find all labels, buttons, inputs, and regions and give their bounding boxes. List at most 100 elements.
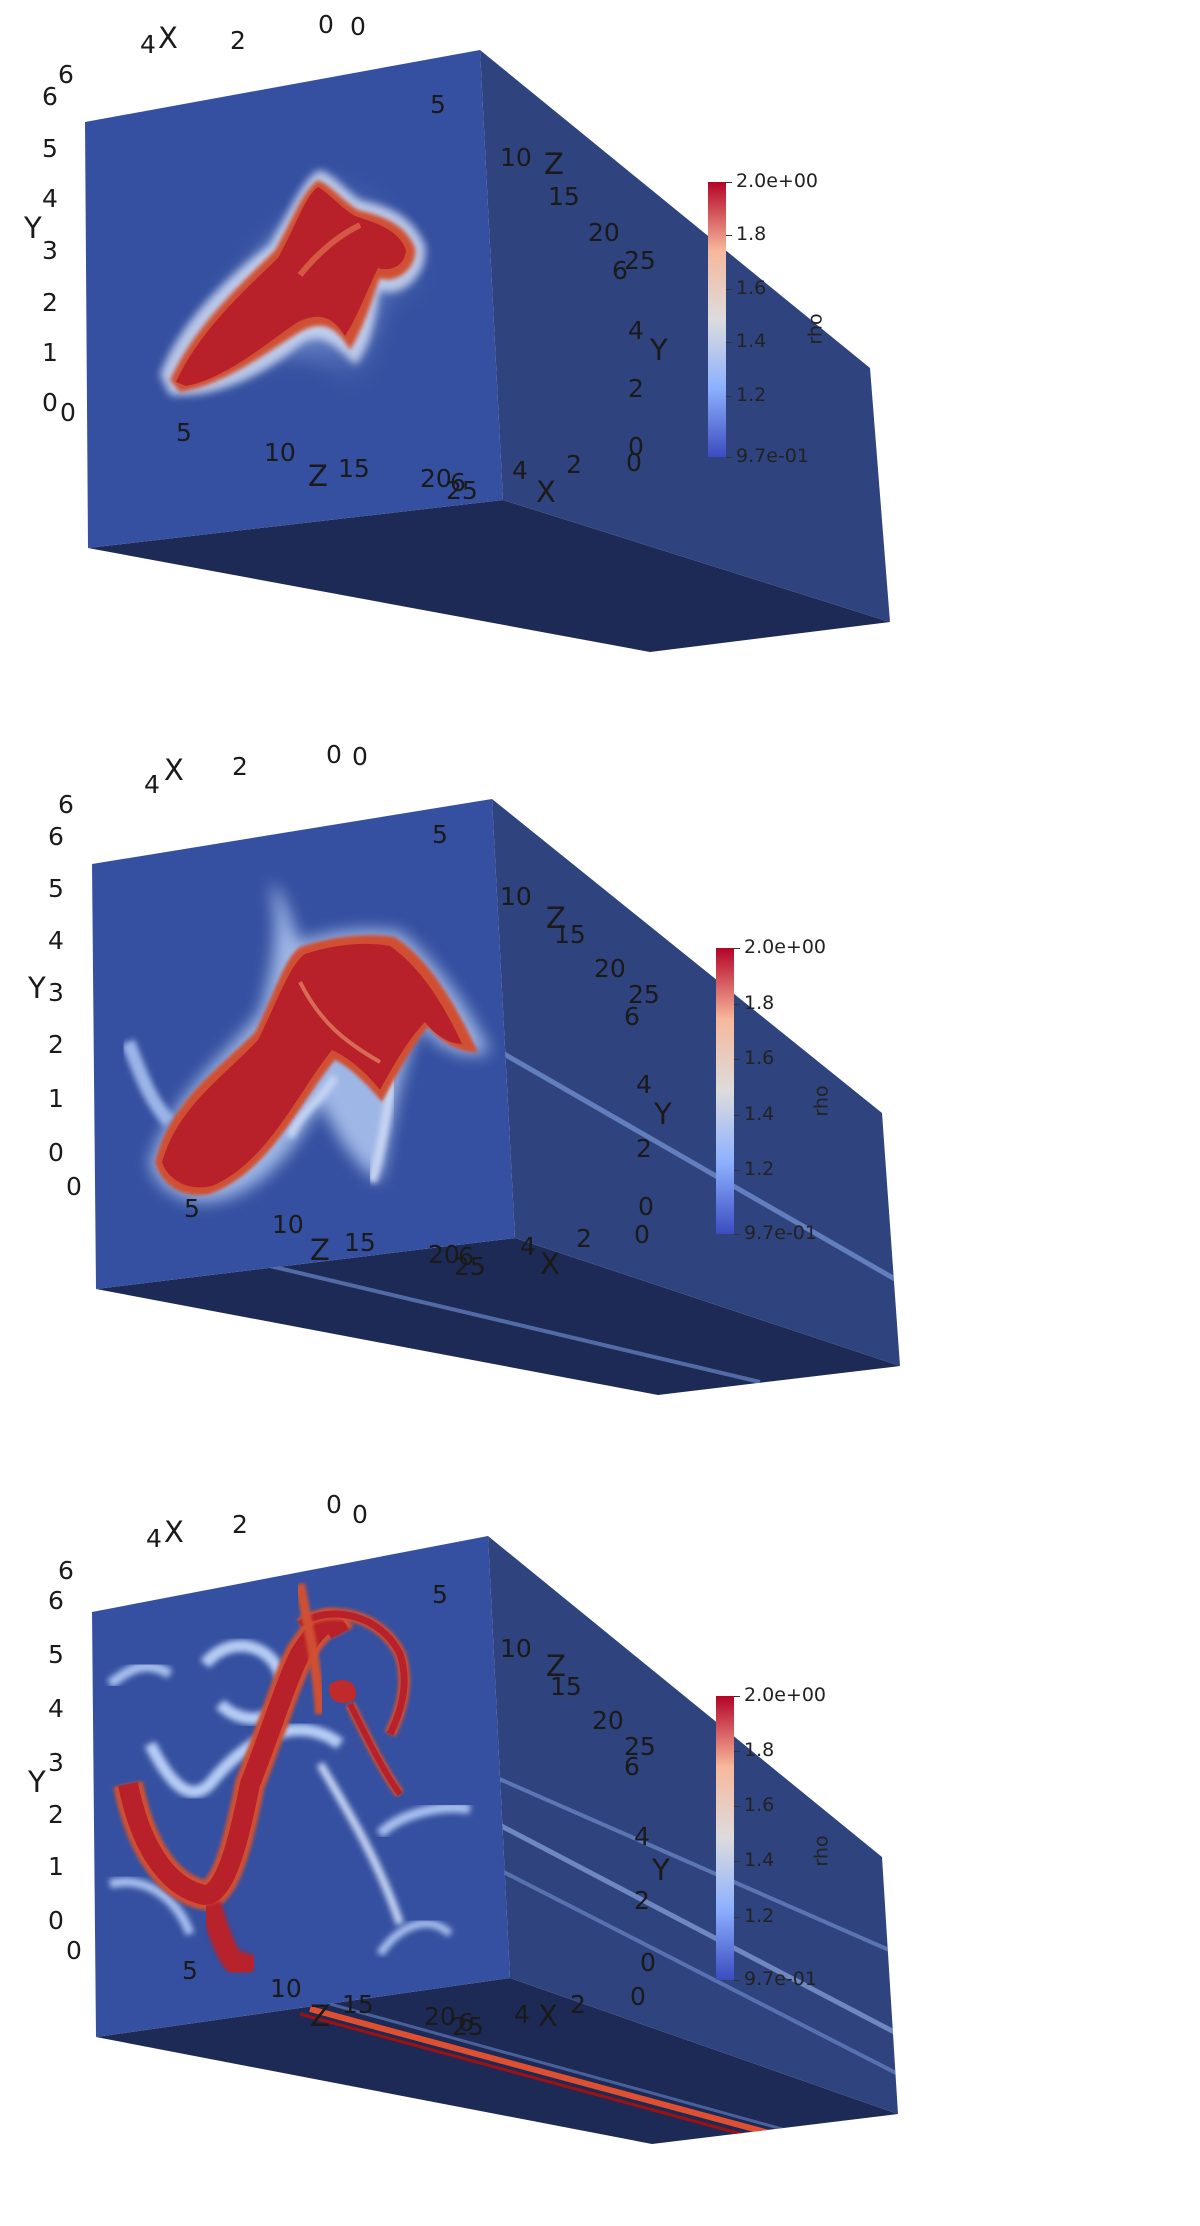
front-x-tick-label: 0 — [326, 1490, 342, 1519]
front-y-tick-label: 4 — [42, 184, 58, 213]
colorbar-min-label: 9.7e-01 — [744, 1968, 817, 1990]
x-axis-title: X — [164, 1515, 184, 1549]
colorbar-max-label-mark — [734, 1696, 740, 1697]
colorbar-tick-label-mark — [726, 235, 732, 237]
box-side-face — [488, 1536, 898, 2114]
box-bottom-face — [88, 500, 890, 652]
top-z-tick-label: 15 — [550, 1672, 582, 1701]
colorbar-tick-label: 1.4 — [744, 1849, 775, 1872]
x-axis-title: X — [164, 753, 184, 787]
colorbar-min-label-mark — [734, 1980, 740, 1981]
bottom-z-tick-label: 25 — [454, 1252, 486, 1281]
x-axis-title: X — [540, 1247, 560, 1281]
colorbar-max-label: 2.0e+00 — [744, 1684, 827, 1706]
colorbar-min-label: 9.7e-01 — [736, 445, 809, 467]
colorbar-tick-label: 1.8 — [744, 991, 775, 1014]
x-axis-title: X — [158, 21, 178, 55]
box-side-face — [480, 50, 890, 622]
front-y-tick-label: 0 — [48, 1906, 64, 1935]
front-y-tick-label: 0 — [48, 1138, 64, 1167]
top-z-tick-label: 5 — [432, 1580, 448, 1609]
x-axis-title: X — [538, 1999, 558, 2033]
top-z-tick-label: 25 — [624, 246, 656, 275]
colorbar-tick-label-mark — [734, 1170, 740, 1172]
back-x-tick-label: 0 — [634, 1220, 650, 1249]
front-y-tick-label: 5 — [42, 134, 58, 163]
y-axis-title: Y — [24, 211, 42, 245]
colorbar-tick-label-mark — [734, 1916, 740, 1918]
colorbar — [708, 182, 726, 457]
front-x-tick-label: 4 — [144, 770, 160, 799]
top-z-tick-label: 15 — [554, 920, 586, 949]
side-streaks — [488, 1772, 898, 2076]
density-structure-2 — [121, 882, 490, 1202]
front-y-tick-label: 5 — [48, 1640, 64, 1669]
top-z-tick-label: 0 — [350, 12, 366, 41]
bottom-z-tick-label: 10 — [270, 1974, 302, 2003]
colorbar-max-label-mark — [734, 948, 740, 949]
side-y-tick-label: 0 — [628, 432, 644, 461]
side-y-tick-label: 0 — [638, 1192, 654, 1221]
front-y-tick-label: 4 — [48, 1694, 64, 1723]
front-y-tick-label: 3 — [48, 1748, 64, 1777]
side-y-tick-label: 6 — [612, 256, 628, 285]
bottom-streaks — [299, 2002, 801, 2141]
colorbar-tick-label-mark — [734, 1003, 740, 1005]
top-z-tick-label: 20 — [594, 954, 626, 983]
colorbar-tick-label: 1.4 — [736, 330, 767, 353]
z-axis-title: Z — [546, 901, 566, 935]
colorbar-tick-label-mark — [734, 1059, 740, 1061]
top-z-tick-label: 10 — [500, 882, 532, 911]
front-y-tick-label: 0 — [42, 388, 58, 417]
front-y-tick-label: 2 — [48, 1030, 64, 1059]
top-z-tick-label: 20 — [588, 218, 620, 247]
colorbar-tick-label: 1.2 — [736, 383, 767, 406]
y-axis-title: Y — [654, 1097, 672, 1131]
y-axis-title: Y — [652, 1853, 670, 1887]
back-x-tick-label: 4 — [514, 2000, 530, 2029]
front-y-tick-label: 4 — [48, 926, 64, 955]
colorbar-title: rho — [810, 1085, 833, 1117]
back-x-tick-label: 2 — [570, 1990, 586, 2019]
front-y-tick-label: 1 — [48, 1852, 64, 1881]
z-axis-title: Z — [308, 459, 328, 493]
side-y-tick-label: 6 — [624, 1002, 640, 1031]
colorbar-tick-label: 1.8 — [736, 223, 767, 246]
top-z-tick-label: 5 — [432, 820, 448, 849]
colorbar-min-label-mark — [734, 1234, 740, 1235]
colorbar-tick-label-mark — [726, 288, 732, 290]
front-x-tick-label: 6 — [58, 60, 74, 89]
bottom-z-tick-label: 25 — [446, 476, 478, 505]
colorbar-tick-label: 1.6 — [744, 1047, 775, 1070]
side-y-tick-label: 6 — [624, 1752, 640, 1781]
colorbar-min-label: 9.7e-01 — [744, 1222, 817, 1244]
y-axis-title: Y — [28, 971, 46, 1005]
back-x-tick-label: 6 — [458, 1242, 474, 1271]
bottom-z-tick-label: 10 — [264, 438, 296, 467]
box-bottom-face — [96, 1238, 900, 1395]
top-z-tick-label: 25 — [628, 980, 660, 1009]
colorbar-tick-label-mark — [726, 342, 732, 344]
colorbar-tick-label: 1.6 — [736, 276, 767, 299]
z-axis-title: Z — [546, 1649, 566, 1683]
top-z-tick-label: 25 — [624, 1732, 656, 1761]
top-z-tick-label: 15 — [548, 182, 580, 211]
colorbar — [716, 1696, 734, 1980]
back-x-tick-label: 0 — [630, 1982, 646, 2011]
front-y-tick-label: 1 — [42, 338, 58, 367]
bottom-z-tick-label: 20 — [420, 464, 452, 493]
front-x-tick-label: 2 — [232, 1510, 248, 1539]
side-y-tick-label: 2 — [634, 1886, 650, 1915]
bottom-z-tick-label: 20 — [424, 2002, 456, 2031]
front-x-tick-label: 2 — [232, 752, 248, 781]
front-x-tick-label: 4 — [146, 1524, 162, 1553]
top-z-tick-label: 20 — [592, 1706, 624, 1735]
top-z-tick-label: 10 — [500, 143, 532, 172]
bottom-z-tick-label: 0 — [66, 1936, 82, 1965]
volume-render-3 — [92, 1536, 898, 2144]
bottom-z-tick-label: 5 — [182, 1956, 198, 1985]
colorbar-tick-label: 1.6 — [744, 1794, 775, 1817]
bottom-z-tick-label: 5 — [176, 418, 192, 447]
colorbar-min-label-mark — [726, 457, 732, 458]
bottom-z-tick-label: 15 — [338, 454, 370, 483]
